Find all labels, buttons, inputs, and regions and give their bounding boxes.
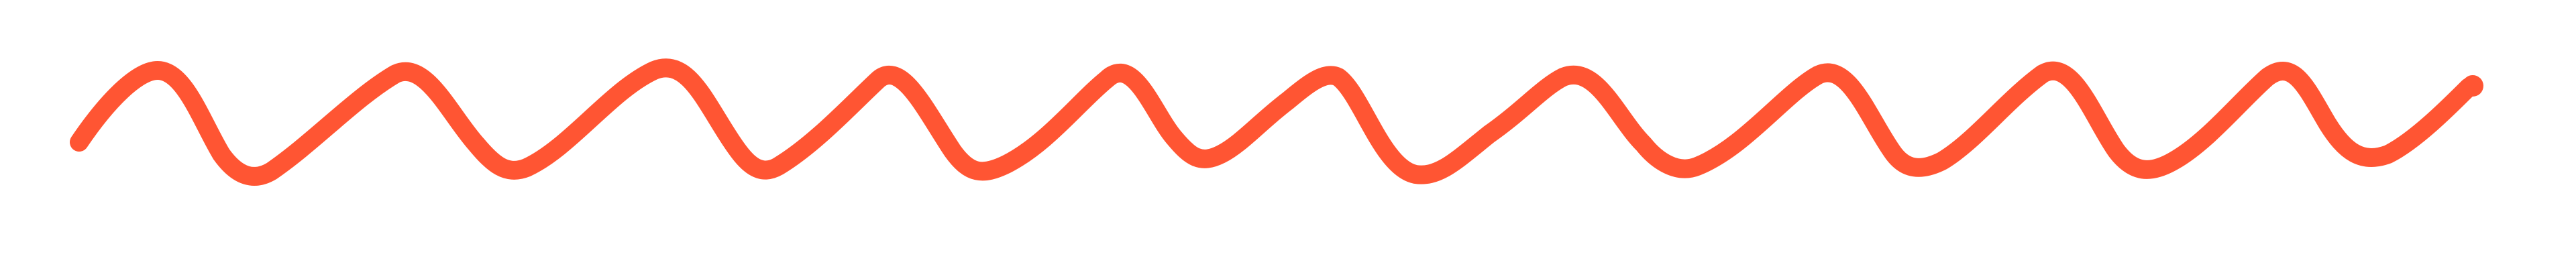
line-end-cap xyxy=(2462,75,2483,97)
wavy-line-stroke xyxy=(70,58,2478,186)
